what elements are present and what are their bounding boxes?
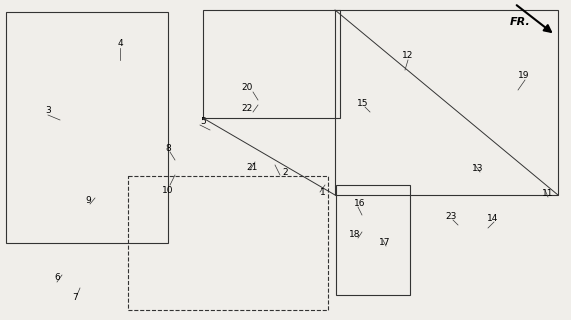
Text: 7: 7 xyxy=(72,293,78,302)
Text: 6: 6 xyxy=(54,274,60,283)
Text: 23: 23 xyxy=(445,212,457,220)
Text: 13: 13 xyxy=(472,164,484,172)
Text: 22: 22 xyxy=(242,103,252,113)
Text: 8: 8 xyxy=(165,143,171,153)
Text: 20: 20 xyxy=(242,83,253,92)
Text: 2: 2 xyxy=(282,167,288,177)
Text: 9: 9 xyxy=(85,196,91,204)
Bar xyxy=(336,185,410,295)
Text: 19: 19 xyxy=(518,70,530,79)
Text: FR.: FR. xyxy=(510,17,531,27)
Bar xyxy=(335,10,558,195)
Text: 17: 17 xyxy=(379,237,391,246)
Bar xyxy=(6,12,168,243)
Text: 3: 3 xyxy=(45,106,51,115)
Text: 21: 21 xyxy=(246,163,258,172)
Text: 14: 14 xyxy=(487,213,498,222)
Text: 5: 5 xyxy=(200,116,206,125)
Text: 16: 16 xyxy=(354,198,366,207)
Text: 4: 4 xyxy=(117,38,123,47)
Text: 11: 11 xyxy=(542,188,554,197)
Bar xyxy=(128,176,328,310)
Text: 15: 15 xyxy=(357,99,369,108)
Text: 1: 1 xyxy=(320,188,326,196)
Text: 12: 12 xyxy=(403,51,413,60)
Bar xyxy=(203,10,340,118)
Text: 10: 10 xyxy=(162,186,174,195)
Text: 18: 18 xyxy=(349,229,361,238)
